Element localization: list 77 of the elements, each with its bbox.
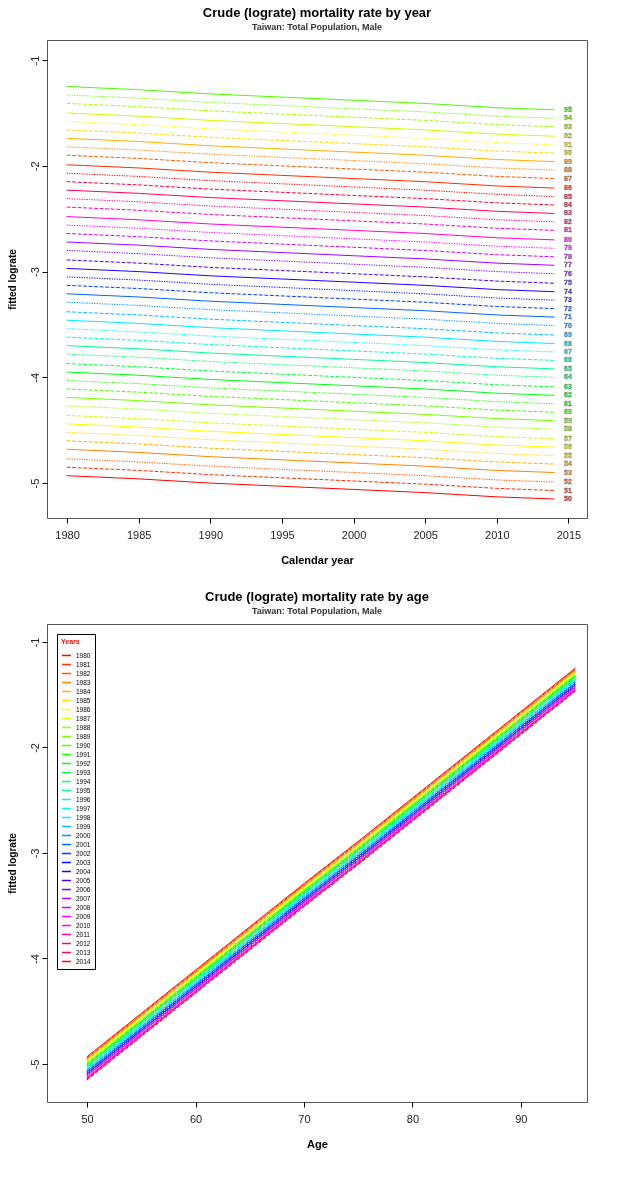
line-series [66,458,555,483]
x-tick-label: 90 [515,1112,528,1125]
x-axis-title: Calendar year [281,553,355,566]
y-tick-label: -2 [28,161,41,172]
x-tick-label: 1985 [126,528,152,541]
y-tick-label: -1 [28,637,41,648]
line-series [66,345,555,370]
line-series [66,440,555,465]
line-series [66,388,555,413]
line-series [66,336,555,361]
line-series [66,259,555,284]
line-series [66,112,555,137]
line-series [66,198,555,223]
y-tick-label: -3 [28,848,41,859]
chart-subtitle: Taiwan: Total Population, Male [251,606,383,616]
line-series [66,319,555,345]
y-axis-title: fitted lograte [6,832,18,894]
line-series [66,301,555,327]
line-series [66,86,555,111]
x-tick-label: 50 [81,1112,94,1125]
y-tick-label: -2 [28,743,41,753]
x-tick-label: 2005 [413,528,438,541]
line-series [66,206,555,231]
line-series [66,233,555,258]
y-tick-label: -1 [28,55,41,66]
line-series [66,284,555,310]
line-series [66,448,555,474]
line-series [66,189,555,214]
line-series [66,311,555,336]
line-series [66,241,555,266]
line-series [66,154,555,180]
line-series [66,224,555,249]
line-series [66,249,555,275]
y-tick-label: -4 [28,372,41,383]
x-tick-label: 70 [298,1112,311,1125]
line-series [66,276,555,301]
x-tick-label: 2015 [556,528,582,541]
line-series [66,363,555,388]
line-series [66,475,555,500]
line-series [66,164,555,189]
line-series [66,216,555,241]
x-tick-label: 1990 [198,528,224,541]
line-series [66,414,555,440]
y-tick-label: -5 [28,478,41,489]
line-series [66,371,555,396]
x-tick-label: 60 [189,1112,203,1125]
line-series [66,137,555,163]
x-tick-label: 2010 [485,528,510,541]
line-series [66,396,555,422]
line-series [66,146,555,171]
line-series [66,423,555,448]
line-series [66,353,555,378]
chart-title: Crude (lograte) mortality rate by year [202,5,432,20]
chart-subtitle: Taiwan: Total Population, Male [251,22,383,32]
chart-title: Crude (lograte) mortality rate by age [205,589,429,604]
line-series [66,94,555,119]
line-series [66,129,555,154]
x-tick-label: 80 [406,1112,420,1125]
x-tick-label: 1980 [55,528,80,541]
x-tick-label: 2000 [341,528,367,541]
y-tick-label: -3 [28,267,41,277]
x-axis-title: Age [307,1137,328,1150]
line-series [66,405,555,430]
line-series [66,328,555,353]
x-tick-label: 1995 [270,528,295,541]
line-series [66,380,555,405]
y-axis-title: fitted lograte [6,248,18,310]
line-series [66,293,555,318]
line-series [66,431,555,457]
line-series [66,466,555,491]
y-tick-label: -5 [28,1059,41,1070]
line-series [66,102,555,128]
line-series [66,181,555,206]
line-series [66,172,555,198]
line-series [66,267,555,293]
y-tick-label: -4 [28,954,41,964]
line-series [66,120,555,146]
